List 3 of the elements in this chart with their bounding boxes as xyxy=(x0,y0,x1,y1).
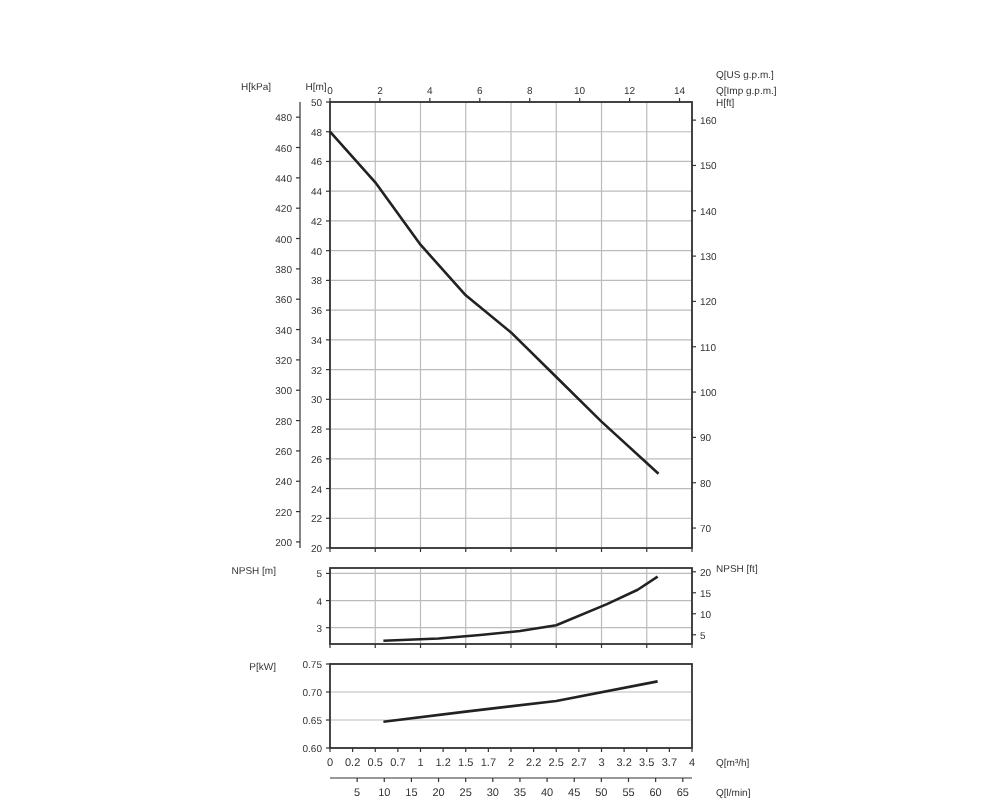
line-series xyxy=(328,130,660,475)
line-series xyxy=(382,680,659,723)
line-series xyxy=(382,575,659,643)
